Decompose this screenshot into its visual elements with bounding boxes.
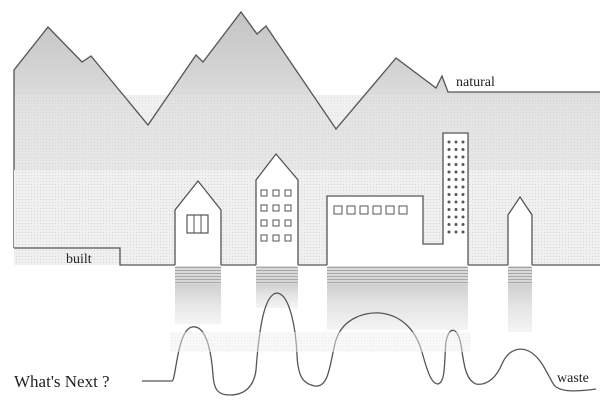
tower-window-dot [447,140,451,144]
built-baseline [14,247,600,266]
tower-window-dot [461,230,465,234]
tower-window-dot [454,200,458,204]
tower-window-dot [454,170,458,174]
tower-window-dot [447,200,451,204]
label-whats-next: What's Next ? [14,372,110,391]
tower-window-dot [454,208,458,211]
tower-window-dot [454,178,458,181]
label-waste: waste [557,371,589,386]
tower-window-dot [447,155,451,159]
tower-window-dot [454,215,458,219]
tower-window-dot [461,155,465,159]
label-built: built [66,252,92,267]
tower-window-dot [454,163,458,166]
tower-window-dot [461,170,465,174]
waste-fade [170,332,470,352]
tower-window-dot [454,223,458,226]
tower-window-dot [454,185,458,189]
factory-and-tower [326,132,469,265]
tower-window-dot [461,215,465,219]
waste-columns [175,266,532,332]
tower-window-dot [447,223,451,226]
tower-window-dot [447,163,451,166]
tower-window-dot [461,140,465,144]
tower-window-dot [461,163,465,166]
waste-curve [142,292,597,396]
tower-window-dot [447,170,451,174]
tower-window-dot [447,208,451,211]
tower-window-dot [454,148,458,151]
tower-window-dot [447,185,451,189]
tower-window-dot [454,155,458,159]
tower-window-dot [454,193,458,196]
tower-window-dot [461,148,465,151]
factory-windows [333,205,408,215]
tower-window-dot [461,223,465,226]
tower-window-dot [447,193,451,196]
house-tall-windows [260,189,292,242]
tower-window-dot [461,208,465,211]
house-small [174,179,222,265]
tower-window-dot [461,193,465,196]
label-natural: natural [456,75,495,90]
tower-windows [447,140,465,234]
tower-window-dot [454,230,458,234]
tower-window-dot [461,185,465,189]
tower-window-dot [461,200,465,204]
tower-window-dot [447,148,451,151]
tower-window-dot [454,140,458,144]
house-right [507,195,533,265]
tower-window-dot [447,215,451,219]
mountain-ridge-outline [13,10,600,248]
built-band [14,170,600,265]
tower-window-dot [447,178,451,181]
tower-window-dot [461,178,465,181]
tower-window-dot [447,230,451,234]
house-small-window [186,214,209,234]
